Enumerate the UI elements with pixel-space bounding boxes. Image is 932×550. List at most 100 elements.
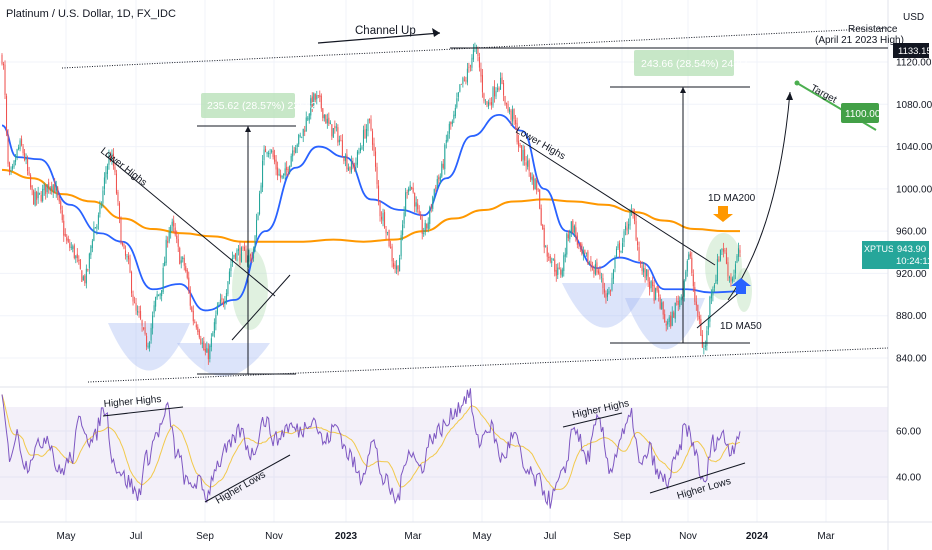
measure-arrow-2 <box>680 87 686 93</box>
candle-body <box>140 310 142 319</box>
channel-bottom-line <box>87 347 889 383</box>
candle-body <box>507 103 509 111</box>
candle-body <box>539 189 541 209</box>
candle-body <box>127 255 130 260</box>
candle-body <box>713 284 715 288</box>
candle-body <box>578 243 580 245</box>
candle-body <box>93 227 95 241</box>
candle-body <box>156 294 158 298</box>
candle-body <box>417 203 419 210</box>
candle-body <box>362 129 364 146</box>
candle-body <box>131 272 133 294</box>
time-tick-label: Sep <box>613 531 631 542</box>
candle-body <box>350 161 352 173</box>
last-price-label: 943.90 <box>897 244 926 255</box>
higher-highs-label-1: Higher Highs <box>103 394 162 410</box>
candle-body <box>213 322 215 334</box>
candle-body <box>24 152 26 160</box>
candle-body <box>430 206 432 209</box>
candle-body <box>210 338 212 348</box>
candle-body <box>347 167 349 171</box>
candle-body <box>719 249 721 261</box>
candle-body <box>161 290 163 297</box>
candle-body <box>676 300 678 302</box>
candle-body <box>530 172 532 180</box>
candle-body <box>397 265 399 273</box>
candle-body <box>349 166 351 171</box>
candle-body <box>626 227 628 231</box>
candle-body <box>138 311 140 313</box>
candle-body <box>445 140 447 143</box>
candle-body <box>42 189 44 202</box>
candle-body <box>513 108 515 120</box>
candle-body <box>646 269 648 277</box>
candle-body <box>448 123 450 134</box>
candle-body <box>399 257 401 272</box>
candle-body <box>477 48 479 57</box>
candle-body <box>441 163 443 177</box>
candle-body <box>197 326 199 333</box>
candle-body <box>567 234 569 239</box>
candle-body <box>152 315 154 329</box>
candle-body <box>271 150 273 152</box>
candle-body <box>519 144 521 146</box>
resistance-date-label: (April 21 2023 High) <box>815 35 904 46</box>
candle-body <box>382 213 384 222</box>
price-tick-label: 1120.00 <box>896 58 932 69</box>
projection-arrow <box>786 92 793 100</box>
candle-body <box>368 118 371 121</box>
rsi-band <box>0 407 888 500</box>
candle-body <box>725 252 727 264</box>
ma200-arrow <box>713 206 733 222</box>
candle-body <box>78 260 80 261</box>
ma50-arrow <box>731 278 751 294</box>
candle-body <box>459 84 461 92</box>
candle-body <box>40 194 42 202</box>
candle-body <box>256 220 258 237</box>
candle-body <box>564 253 566 257</box>
candle-body <box>522 150 524 160</box>
candle-body <box>533 175 535 190</box>
candle-body <box>224 300 226 305</box>
candle-body <box>381 216 383 220</box>
candle-body <box>718 259 720 262</box>
cup-shape <box>625 298 705 350</box>
candle-body <box>278 174 280 176</box>
candle-body <box>269 153 271 155</box>
candle-body <box>153 305 155 314</box>
lower-highs-line-1 <box>104 154 276 297</box>
measure-label-1: 235.62 (28.57%) 23562 <box>207 100 317 112</box>
target-price-box <box>841 103 879 123</box>
candle-body <box>90 246 92 256</box>
candle-body <box>531 176 533 181</box>
candle-body <box>7 133 9 164</box>
candle-body <box>216 305 218 315</box>
candles <box>1 42 741 365</box>
candle-body <box>426 223 428 229</box>
candle-body <box>228 271 230 281</box>
candle-body <box>10 170 12 172</box>
candle-body <box>405 192 407 211</box>
candle-body <box>120 218 122 245</box>
price-tick-label: 920.00 <box>896 269 927 280</box>
candle-body <box>484 99 486 101</box>
candle-body <box>685 271 687 280</box>
candle-body <box>736 255 738 263</box>
candle-body <box>174 227 176 235</box>
candle-body <box>79 259 81 269</box>
resistance-price-tag <box>893 43 929 58</box>
candle-body <box>379 201 381 217</box>
candle-body <box>605 293 607 299</box>
candle-body <box>248 255 250 262</box>
higher-lows-price-line-2 <box>696 289 743 329</box>
candle-body <box>277 167 279 176</box>
candle-body <box>612 270 615 279</box>
candle-body <box>141 320 143 326</box>
candle-body <box>576 235 578 245</box>
candle-body <box>212 333 214 337</box>
candle-body <box>192 310 194 322</box>
candle-body <box>652 281 654 287</box>
candle-body <box>721 248 723 250</box>
candle-body <box>63 220 65 236</box>
